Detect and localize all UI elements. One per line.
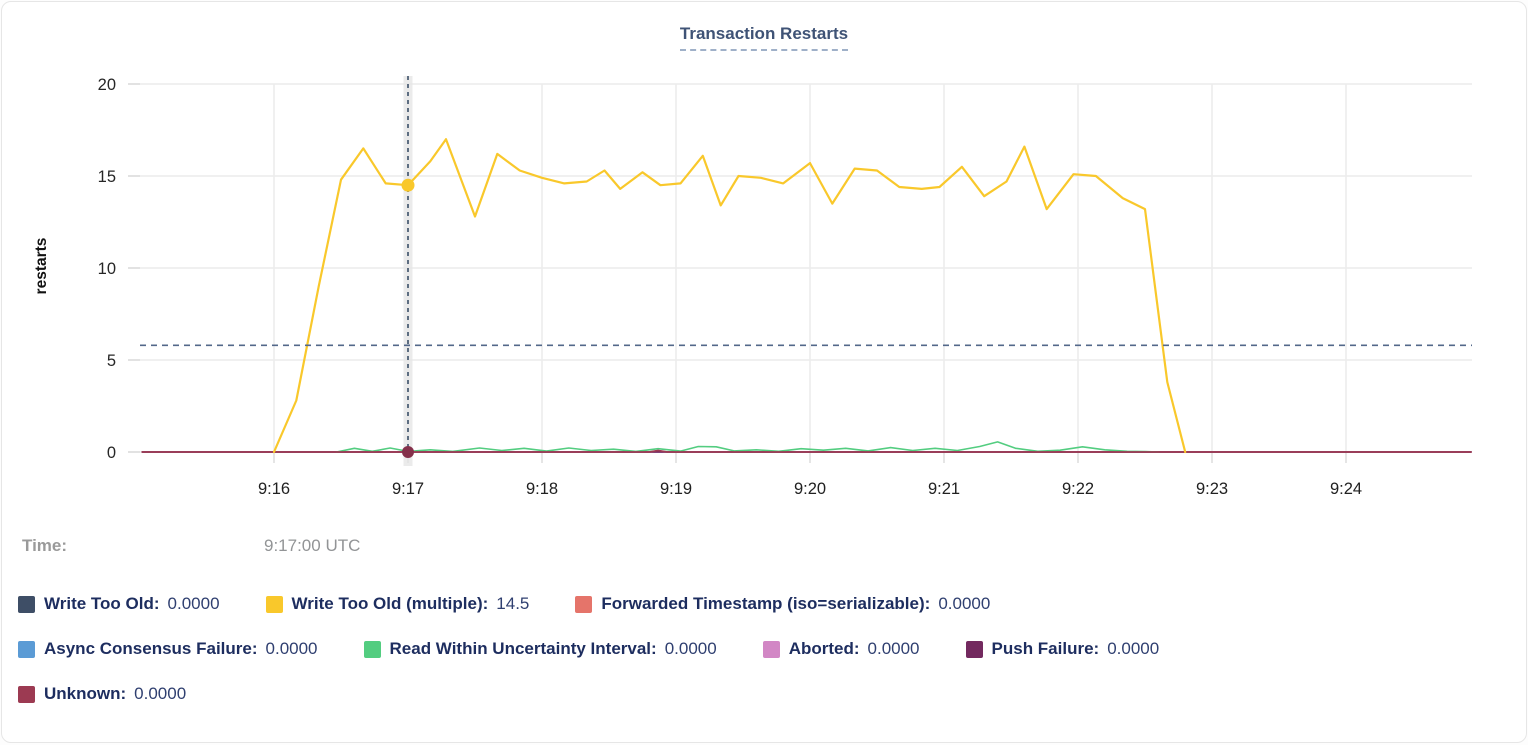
chart-series [141,138,1472,454]
legend-item-write-too-old: Write Too Old: 0.0000 [18,594,220,614]
legend-swatch-icon [18,685,35,703]
legend-label: Push Failure: [991,639,1100,658]
axis-labels: 0 5 10 15 20 9:16 9:17 9:18 9:19 9:20 9:21 9:22 9:23… [33,76,1362,498]
chart-header: Transaction Restarts [2,24,1526,51]
legend-item-async-consensus-failure: Async Consensus Failure: 0.0000 [18,639,318,659]
legend-label: Write Too Old: [44,594,160,613]
legend-value: 0.0000 [265,639,318,658]
hover-time-row: Time: 9:17:00 UTC [2,536,1526,562]
legend-swatch-icon [363,640,381,658]
legend-label: Write Too Old (multiple): [291,594,489,613]
legend-value: 0.0000 [867,639,920,658]
series-line-write-too-old-multiple- [272,138,1187,454]
hover-dot-unknown [402,446,414,458]
time-label: Time: [22,536,68,555]
legend-swatch-icon [965,640,983,658]
legend-value: 0.0000 [167,594,220,613]
legend-item-unknown: Unknown: 0.0000 [18,684,186,704]
x-tick-label: 9:17 [392,480,424,498]
y-axis-label: restarts [33,238,50,295]
legend-value: 0.0000 [938,594,991,613]
x-tick-label: 9:18 [526,480,558,498]
y-tick-label: 5 [107,352,116,370]
x-tick-label: 9:24 [1330,480,1362,498]
y-tick-label: 20 [98,76,116,94]
series-line-unknown [141,449,1472,453]
hover-dot-write-too-old-multiple- [401,178,415,192]
legend-label: Read Within Uncertainty Interval: [389,639,657,658]
x-tick-label: 9:22 [1062,480,1094,498]
legend-swatch-icon [575,595,593,613]
legend-swatch-icon [762,640,780,658]
legend-item-write-too-old-multiple-: Write Too Old (multiple): 14.5 [265,594,530,614]
legend-label: Async Consensus Failure: [44,639,258,658]
legend-row: Write Too Old: 0.0000 Write Too Old (multi… [18,590,1510,618]
legend-value: 0.0000 [664,639,717,658]
legend-item-aborted: Aborted: 0.0000 [762,639,920,659]
time-value: 9:17:00 UTC [264,536,361,555]
x-tick-label: 9:16 [258,480,290,498]
crosshair-cursor [140,76,1472,452]
x-tick-label: 9:23 [1196,480,1228,498]
series-line-read-within-uncertainty-interval [335,441,1160,453]
gridlines [128,83,1472,463]
legend-value: 0.0000 [1107,639,1160,658]
y-tick-label: 10 [98,260,116,278]
legend-label: Forwarded Timestamp (iso=serializable): [601,594,931,613]
legend-swatch-icon [18,595,35,613]
legend-label: Unknown: [44,684,127,703]
y-tick-label: 0 [107,444,116,462]
legend-row: Async Consensus Failure: 0.0000 Read Withi… [18,635,1510,663]
legend-item-read-within-uncertainty-interval: Read Within Uncertainty Interval: 0.0000 [363,639,717,659]
legend-row: Unknown: 0.0000 [18,680,1510,708]
legend-label: Aborted: [788,639,860,658]
legend-swatch-icon [265,595,283,613]
legend-item-forwarded-timestamp-iso-serializable-: Forwarded Timestamp (iso=serializable): 0… [575,594,990,614]
legend-item-push-failure: Push Failure: 0.0000 [965,639,1160,659]
legend-value: 14.5 [496,594,530,613]
transaction-restarts-chart[interactable]: 0 5 10 15 20 9:16 9:17 9:18 9:19 9:20 9:21 9:22 9:23… [2,2,1527,507]
y-tick-label: 15 [98,168,116,186]
chart-title[interactable]: Transaction Restarts [679,24,849,51]
x-tick-label: 9:20 [794,480,826,498]
legend-swatch-icon [18,640,35,658]
x-tick-label: 9:21 [928,480,960,498]
legend-value: 0.0000 [134,684,187,703]
hover-point-markers [401,178,415,458]
chart-legend: Write Too Old: 0.0000 Write Too Old (multi… [18,590,1510,725]
x-tick-label: 9:19 [660,480,692,498]
